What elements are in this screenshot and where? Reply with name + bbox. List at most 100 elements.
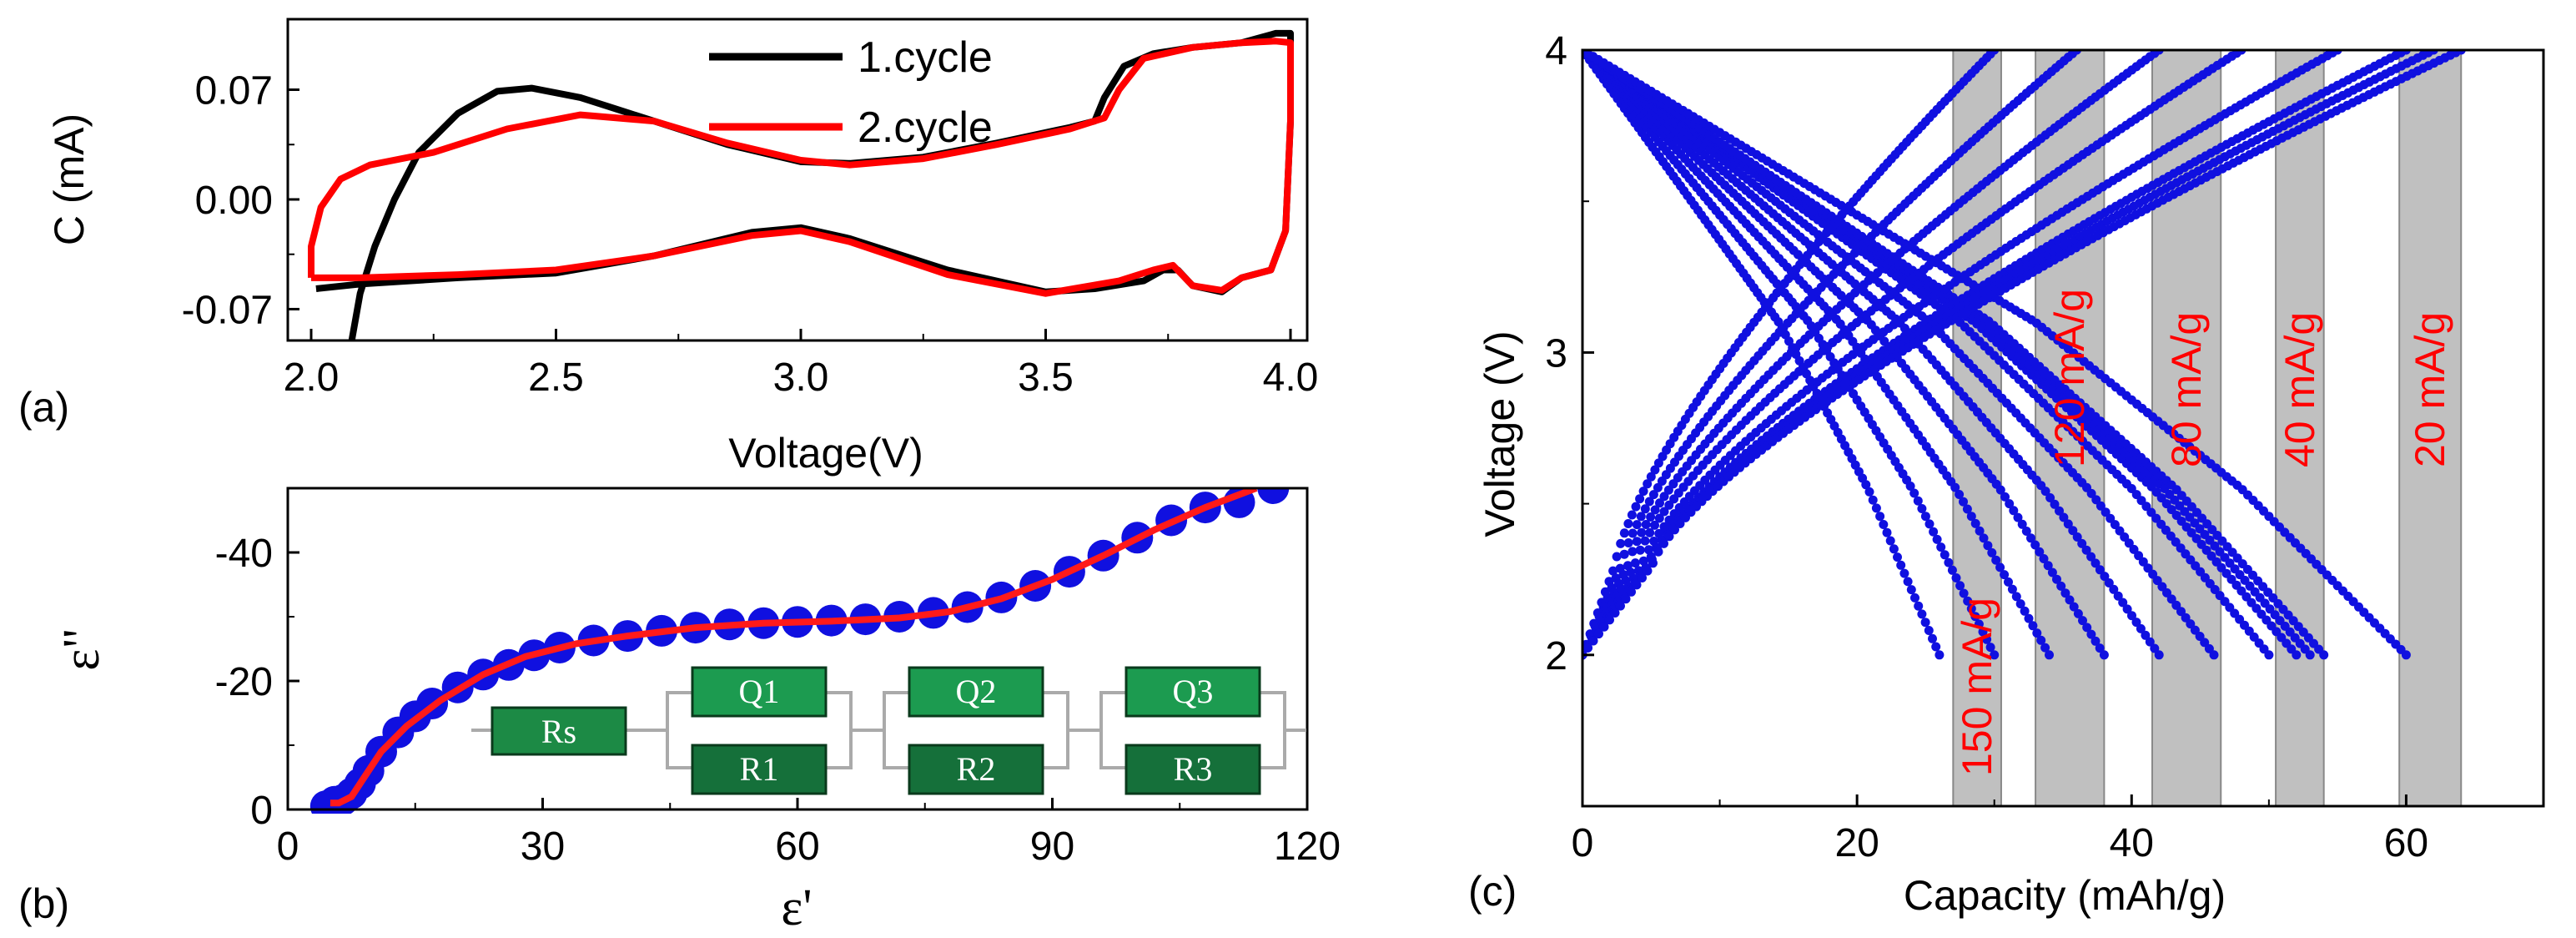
- charge-point: [1627, 510, 1637, 520]
- charge-point: [1648, 558, 1658, 568]
- discharge-point: [2134, 551, 2144, 561]
- circuit-element-r2: R2: [908, 744, 1044, 795]
- circuit-element-r3: R3: [1124, 744, 1261, 795]
- discharge-point: [2145, 637, 2155, 647]
- legend-label-cycle1: 1.cycle: [858, 33, 993, 82]
- discharge-point: [2040, 643, 2050, 653]
- discharge-point: [2007, 584, 2017, 594]
- discharge-point: [2401, 650, 2411, 660]
- x-tick-label: 40: [2110, 821, 2154, 865]
- circuit-element-q3: Q3: [1124, 666, 1261, 718]
- y-tick-label: 3: [1545, 331, 1567, 376]
- y-tick-label: -40: [215, 532, 273, 576]
- discharge-point: [2035, 547, 2045, 557]
- discharge-point: [1861, 480, 1871, 490]
- discharge-point: [2127, 611, 2136, 621]
- discharge-point: [2052, 574, 2061, 584]
- discharge-point: [2045, 650, 2054, 660]
- discharge-point: [1931, 642, 1941, 652]
- discharge-point: [1882, 527, 1892, 537]
- x-tick-label: 3.5: [1018, 356, 1074, 400]
- discharge-point: [2072, 532, 2082, 542]
- discharge-point: [2013, 512, 2023, 522]
- discharge-point: [2181, 613, 2191, 623]
- circuit-element-q1: Q1: [691, 666, 828, 718]
- discharge-point: [2100, 572, 2110, 582]
- circuit-label-q3: Q3: [1173, 673, 1214, 710]
- charge-point: [1628, 528, 1638, 538]
- discharge-point: [1913, 496, 1923, 506]
- discharge-point: [2106, 513, 2116, 523]
- discharge-point: [2176, 607, 2186, 617]
- discharge-point: [2060, 588, 2070, 598]
- rate-band-label: 150 mA/g: [1954, 598, 2000, 776]
- discharge-point: [1909, 488, 1919, 498]
- discharge-point: [2086, 552, 2096, 562]
- x-tick-label: 90: [1030, 825, 1074, 869]
- discharge-point: [1978, 627, 1988, 637]
- panel-b-ticks: 0 30 60 90 120 0 -20 -40: [215, 487, 1341, 869]
- x-tick-label: 2.0: [284, 356, 340, 400]
- discharge-point: [1995, 562, 2005, 572]
- discharge-point: [1959, 497, 1968, 507]
- discharge-point: [2190, 625, 2200, 635]
- discharge-point: [2138, 557, 2148, 567]
- discharge-point: [1959, 588, 1969, 598]
- discharge-point: [1924, 626, 1934, 635]
- discharge-point: [2050, 499, 2060, 509]
- discharge-point: [2032, 628, 2042, 638]
- discharge-point: [1868, 495, 1878, 505]
- discharge-point: [2017, 519, 2027, 529]
- discharge-point: [2171, 600, 2181, 610]
- x-tick-label: 60: [775, 825, 819, 869]
- impedance-point: [1257, 488, 1290, 504]
- discharge-point: [2136, 623, 2146, 633]
- discharge-point: [1864, 487, 1874, 497]
- discharge-point: [2009, 506, 2019, 516]
- discharge-point: [1889, 544, 1899, 554]
- charge-point: [1619, 528, 1629, 538]
- discharge-point: [1970, 612, 1980, 622]
- series-line-cycle1: [315, 29, 1294, 340]
- discharge-point: [1899, 568, 1909, 578]
- discharge-point: [1970, 518, 1980, 528]
- x-tick-label: 20: [1834, 821, 1879, 865]
- discharge-point: [1905, 482, 1915, 491]
- circuit-label-r2: R2: [957, 750, 996, 788]
- discharge-point: [2036, 635, 2046, 645]
- y-tick-label: -0.07: [182, 288, 273, 332]
- discharge-point: [2152, 576, 2162, 586]
- charge-point: [1619, 549, 1629, 559]
- discharge-point: [2154, 650, 2164, 660]
- discharge-point: [2264, 650, 2274, 660]
- discharge-point: [1932, 534, 1942, 544]
- discharge-point: [1920, 512, 1930, 522]
- discharge-point: [1950, 482, 1960, 492]
- discharge-point: [1935, 650, 1945, 660]
- discharge-point: [1987, 547, 1997, 557]
- discharge-point: [2109, 584, 2119, 594]
- circuit-element-r1: R1: [691, 744, 828, 795]
- x-tick-label: 0: [1572, 821, 1594, 865]
- discharge-point: [1879, 520, 1889, 529]
- discharge-point: [2148, 569, 2158, 579]
- discharge-point: [2122, 604, 2132, 614]
- discharge-point: [2086, 488, 2096, 498]
- discharge-point: [2118, 598, 2128, 608]
- circuit-element-q2: Q2: [908, 666, 1044, 718]
- charge-point: [1637, 527, 1647, 537]
- circuit-label-r3: R3: [1174, 750, 1213, 788]
- panel-b-y-axis-title: ε": [53, 628, 110, 670]
- y-tick-label: 0.07: [195, 69, 273, 113]
- discharge-point: [1955, 490, 1965, 499]
- discharge-point: [2113, 591, 2123, 601]
- charge-point: [1632, 537, 1642, 547]
- fit-line: [330, 488, 1258, 807]
- x-tick-label: 0: [277, 825, 299, 869]
- discharge-point: [2090, 558, 2101, 568]
- x-tick-label: 2.5: [528, 356, 584, 400]
- discharge-point: [1928, 633, 1937, 643]
- discharge-point: [1995, 485, 2005, 495]
- panel-b-label: (b): [18, 880, 69, 927]
- discharge-point: [2065, 595, 2075, 605]
